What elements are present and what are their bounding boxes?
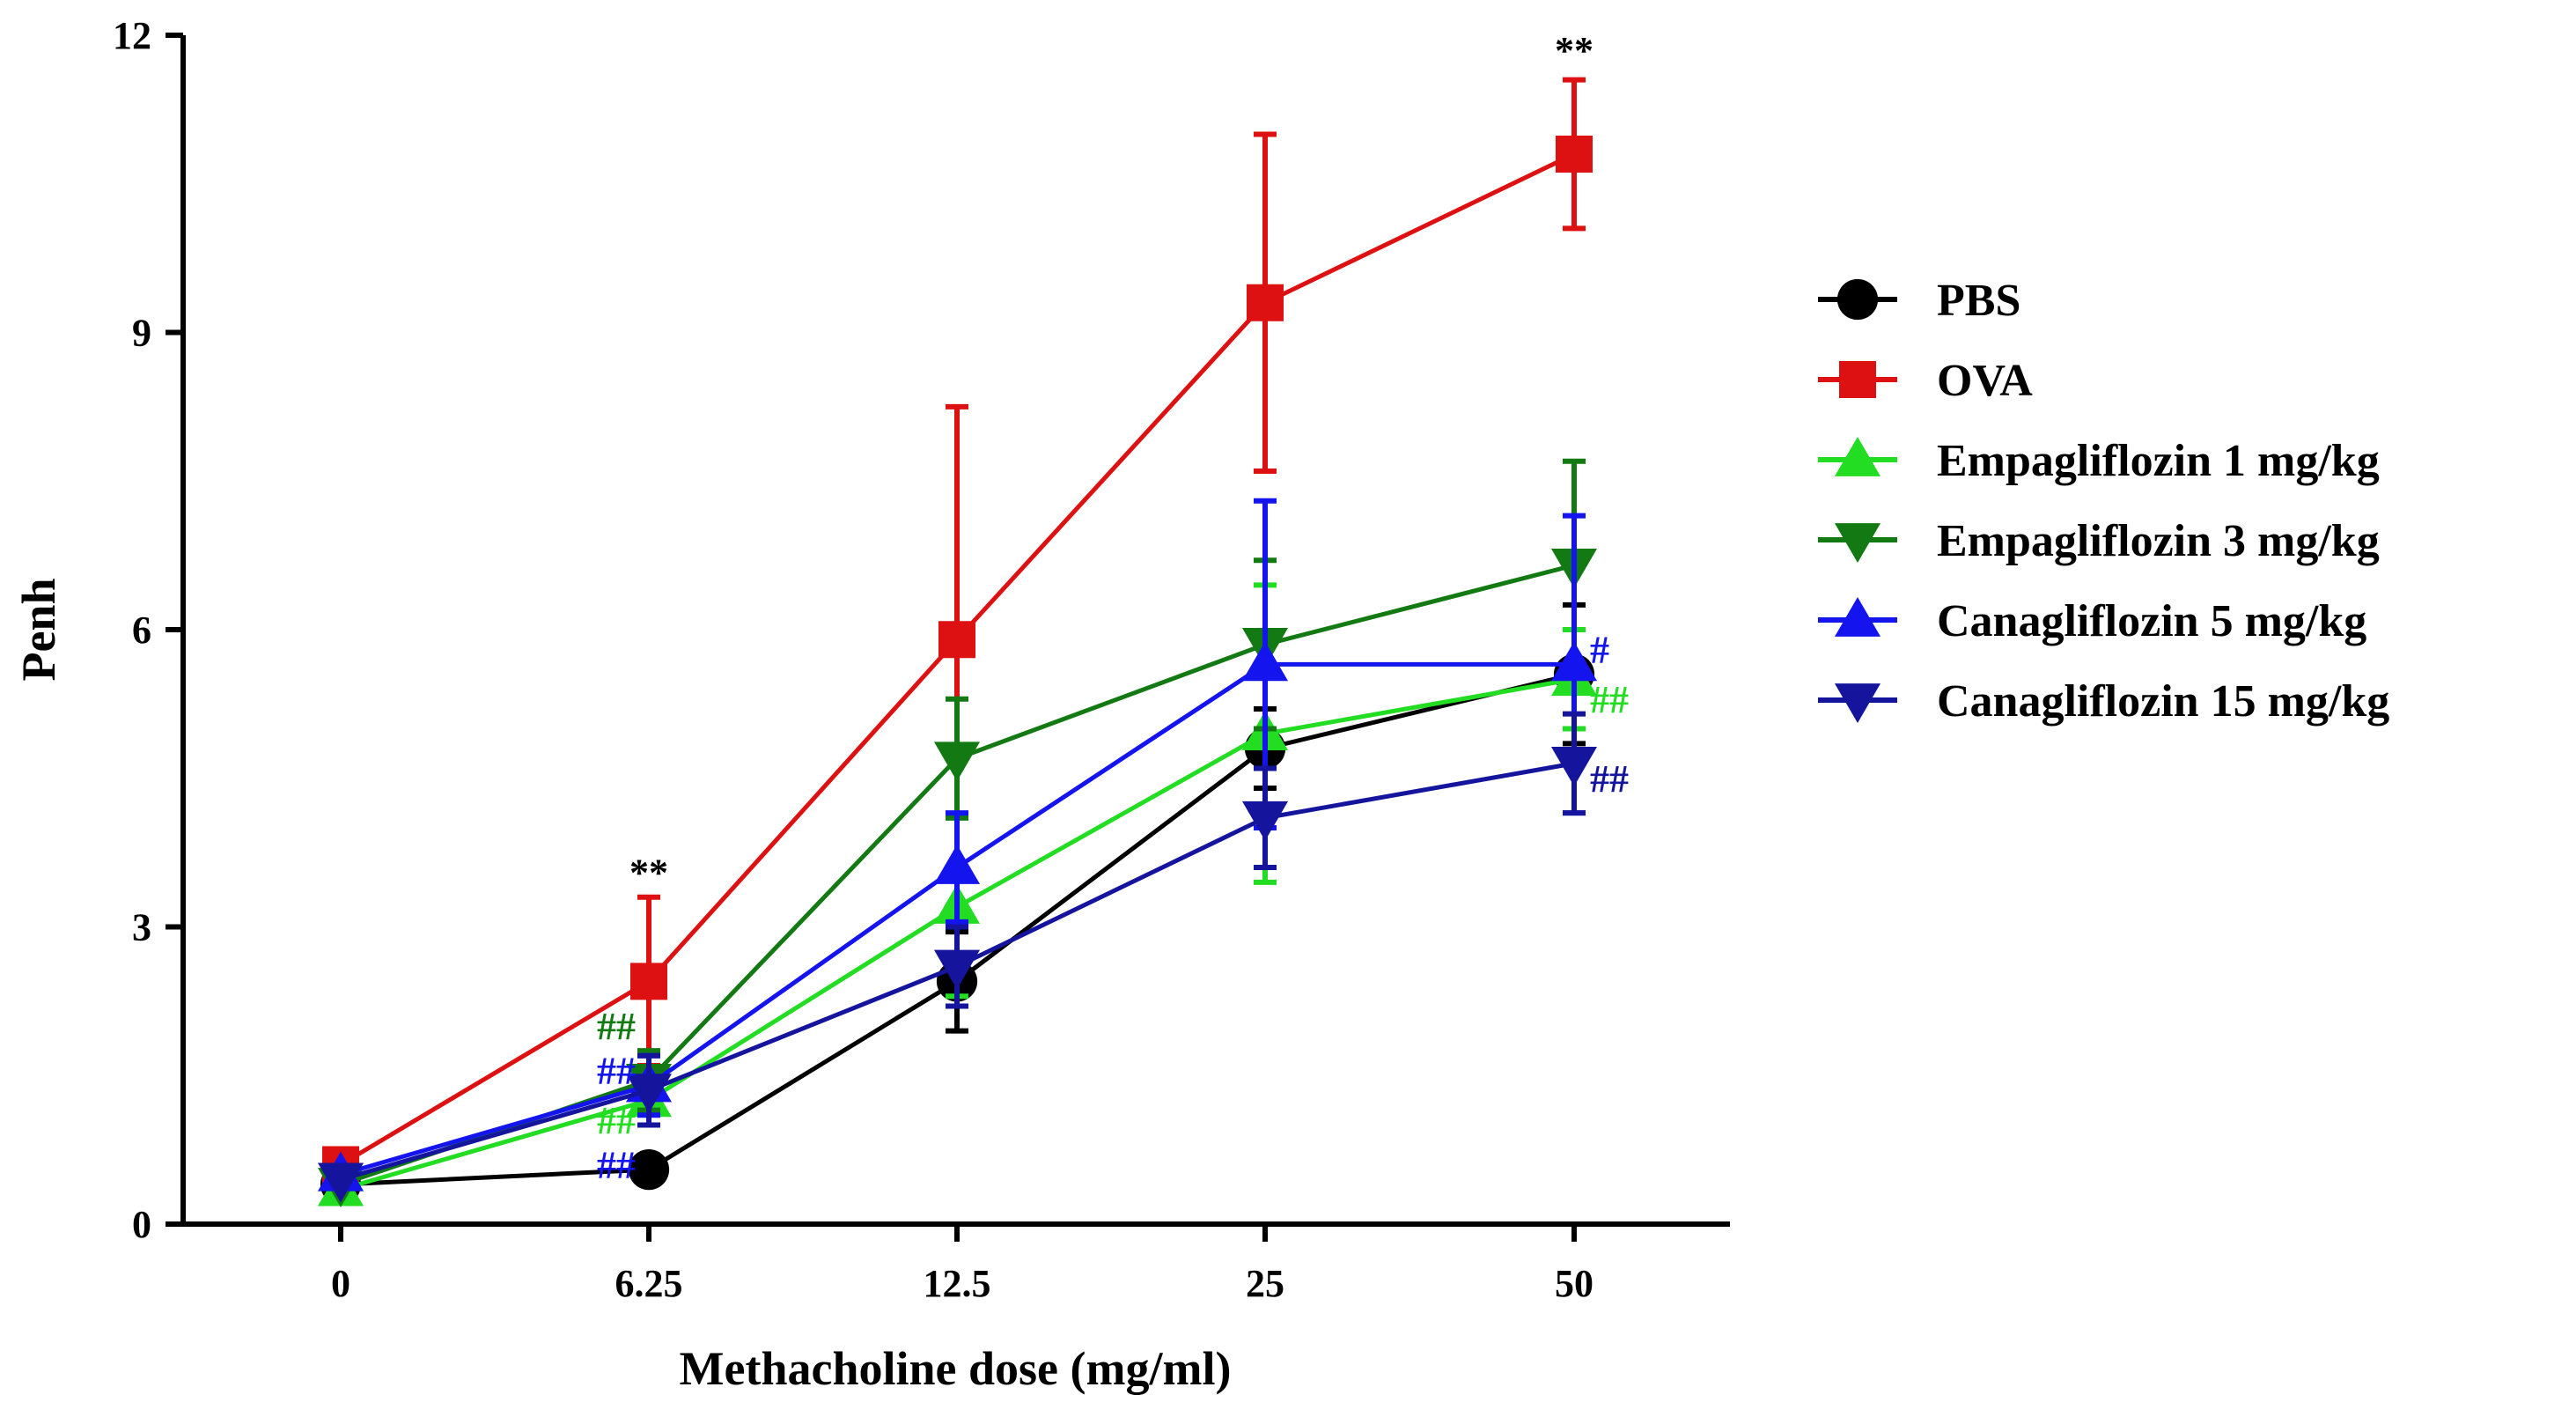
- y-ticks: 0 3 6 9 12: [113, 14, 183, 1246]
- legend-label: Empagliflozin 3 mg/kg: [1937, 516, 2380, 566]
- data-point: [1550, 641, 1598, 682]
- y-axis-title: Penh: [12, 578, 65, 681]
- legend-marker: [1834, 523, 1881, 564]
- legend-label: OVA: [1937, 356, 2033, 406]
- legend-marker: [1834, 683, 1881, 724]
- legend-item: Empagliflozin 1 mg/kg: [1818, 436, 2380, 486]
- legend-item: Empagliflozin 3 mg/kg: [1818, 516, 2380, 566]
- significance-marker: ##: [597, 1144, 636, 1187]
- data-point: [1241, 801, 1289, 841]
- x-tick-label: 12.5: [924, 1262, 991, 1305]
- significance-marker: ##: [1590, 678, 1629, 721]
- data-point: [1556, 136, 1593, 173]
- series-5: [317, 711, 1598, 1203]
- legend-item: Canagliflozin 15 mg/kg: [1818, 676, 2389, 727]
- data-point: [625, 1074, 673, 1114]
- legend-marker: [1839, 361, 1876, 398]
- x-axis-title: Methacholine dose (mg/ml): [680, 1342, 1232, 1395]
- legend: PBS OVA Empagliflozin 1 mg/kg Empagliflozin…: [1818, 276, 2389, 727]
- data-point: [1241, 641, 1289, 682]
- legend-label: Canagliflozin 5 mg/kg: [1937, 596, 2366, 646]
- data-point: [1550, 746, 1598, 786]
- data-point: [317, 1162, 364, 1203]
- significance-marker: ##: [597, 1050, 636, 1093]
- annotations: ****#############: [597, 29, 1629, 1187]
- significance-marker: **: [1555, 29, 1593, 72]
- y-tick-label: 6: [132, 609, 151, 652]
- significance-marker: ##: [597, 1099, 636, 1142]
- x-ticks: 0 6.25 12.5 25 50: [331, 1224, 1593, 1305]
- legend-label: PBS: [1937, 276, 2020, 326]
- legend-marker: [1834, 436, 1881, 476]
- y-tick-label: 0: [132, 1203, 151, 1246]
- data-point: [628, 1149, 670, 1191]
- legend-item: OVA: [1818, 356, 2033, 406]
- x-tick-label: 25: [1246, 1262, 1284, 1305]
- significance-marker: #: [1590, 629, 1609, 672]
- data-point: [933, 949, 981, 990]
- series-1: [322, 77, 1593, 1184]
- data-point: [630, 963, 667, 1000]
- series: [317, 77, 1598, 1208]
- legend-label: Empagliflozin 1 mg/kg: [1937, 436, 2380, 486]
- y-tick-label: 3: [132, 906, 151, 949]
- y-tick-label: 12: [113, 14, 151, 57]
- significance-marker: ##: [597, 1005, 636, 1048]
- data-point: [938, 621, 975, 659]
- data-point: [1247, 284, 1284, 321]
- data-point: [933, 742, 981, 782]
- legend-marker: [1836, 278, 1879, 321]
- y-tick-label: 9: [132, 312, 151, 355]
- x-tick-label: 6.25: [615, 1262, 683, 1305]
- legend-item: PBS: [1818, 276, 2020, 326]
- legend-marker: [1834, 596, 1881, 637]
- x-tick-label: 0: [331, 1262, 350, 1305]
- legend-label: Canagliflozin 15 mg/kg: [1937, 676, 2389, 727]
- significance-marker: **: [629, 852, 668, 895]
- data-point: [933, 844, 981, 884]
- x-tick-label: 50: [1555, 1262, 1593, 1305]
- significance-marker: ##: [1590, 757, 1629, 801]
- legend-item: Canagliflozin 5 mg/kg: [1818, 596, 2366, 646]
